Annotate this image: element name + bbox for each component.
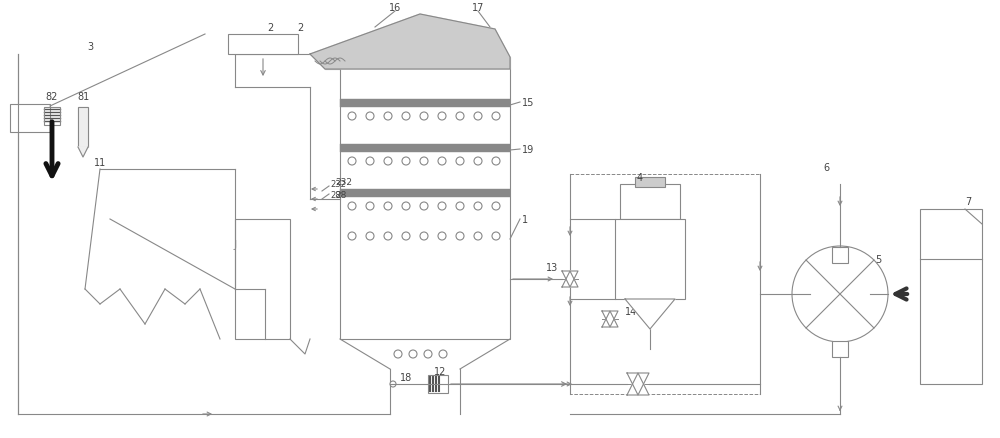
Text: 18: 18 (400, 372, 412, 382)
Circle shape (456, 158, 464, 166)
Circle shape (438, 158, 446, 166)
Text: 28: 28 (335, 191, 346, 200)
Bar (235, 219, 290, 339)
Circle shape (439, 350, 447, 358)
Circle shape (420, 113, 428, 121)
Polygon shape (602, 311, 618, 327)
Text: 16: 16 (389, 3, 401, 13)
Circle shape (366, 233, 374, 240)
Polygon shape (562, 272, 578, 287)
Circle shape (492, 233, 500, 240)
Text: 12: 12 (434, 366, 446, 376)
Bar (832, 341, 848, 357)
Text: 13: 13 (546, 262, 558, 272)
Circle shape (474, 158, 482, 166)
Text: 4: 4 (637, 173, 643, 183)
Circle shape (420, 158, 428, 166)
Circle shape (384, 158, 392, 166)
Circle shape (420, 233, 428, 240)
Text: 5: 5 (875, 254, 881, 265)
Polygon shape (310, 15, 510, 70)
Bar (635, 177, 665, 187)
Bar (228, 35, 298, 55)
Bar (340, 100, 510, 108)
Text: 14: 14 (625, 306, 637, 316)
Bar (920, 209, 982, 384)
Bar (340, 145, 510, 153)
Circle shape (420, 202, 428, 211)
Circle shape (348, 113, 356, 121)
Text: 7: 7 (965, 197, 971, 207)
Text: 3: 3 (87, 42, 93, 52)
Text: 6: 6 (824, 162, 830, 173)
Bar (615, 219, 685, 299)
Circle shape (492, 113, 500, 121)
Text: 15: 15 (522, 98, 534, 108)
Text: 232: 232 (335, 178, 352, 187)
Circle shape (366, 158, 374, 166)
Circle shape (456, 202, 464, 211)
Circle shape (348, 233, 356, 240)
Circle shape (474, 202, 482, 211)
Circle shape (384, 113, 392, 121)
Circle shape (390, 381, 396, 387)
Circle shape (409, 350, 417, 358)
Text: 19: 19 (522, 145, 534, 155)
Polygon shape (562, 272, 578, 287)
Circle shape (402, 158, 410, 166)
Circle shape (394, 350, 402, 358)
Circle shape (438, 233, 446, 240)
Polygon shape (625, 299, 675, 329)
Polygon shape (78, 148, 88, 158)
Circle shape (384, 202, 392, 211)
Bar (428, 375, 448, 393)
Text: 17: 17 (472, 3, 484, 13)
Circle shape (384, 233, 392, 240)
Circle shape (492, 202, 500, 211)
Text: 232: 232 (330, 180, 346, 189)
Circle shape (402, 202, 410, 211)
Circle shape (402, 233, 410, 240)
Circle shape (492, 158, 500, 166)
Text: 82: 82 (46, 92, 58, 102)
Polygon shape (627, 373, 649, 395)
Bar (10, 105, 50, 133)
Circle shape (456, 113, 464, 121)
Text: 81: 81 (77, 92, 89, 102)
Circle shape (438, 113, 446, 121)
Text: 28: 28 (330, 191, 341, 200)
Circle shape (348, 158, 356, 166)
Circle shape (348, 202, 356, 211)
Text: J: J (233, 240, 237, 249)
Text: 2: 2 (267, 23, 273, 33)
Circle shape (366, 202, 374, 211)
Bar (570, 175, 760, 394)
Bar (832, 247, 848, 263)
Bar (44, 108, 60, 126)
Circle shape (474, 233, 482, 240)
Polygon shape (627, 373, 649, 395)
Bar (78, 108, 88, 148)
Text: 2: 2 (297, 23, 303, 33)
Bar (620, 184, 680, 219)
Circle shape (456, 233, 464, 240)
Circle shape (424, 350, 432, 358)
Circle shape (402, 113, 410, 121)
Circle shape (474, 113, 482, 121)
Polygon shape (78, 108, 88, 148)
Polygon shape (602, 311, 618, 327)
Text: 1: 1 (522, 215, 528, 225)
Bar (340, 58, 510, 339)
Circle shape (438, 202, 446, 211)
Text: 11: 11 (94, 158, 106, 168)
Circle shape (366, 113, 374, 121)
Bar (340, 190, 510, 198)
